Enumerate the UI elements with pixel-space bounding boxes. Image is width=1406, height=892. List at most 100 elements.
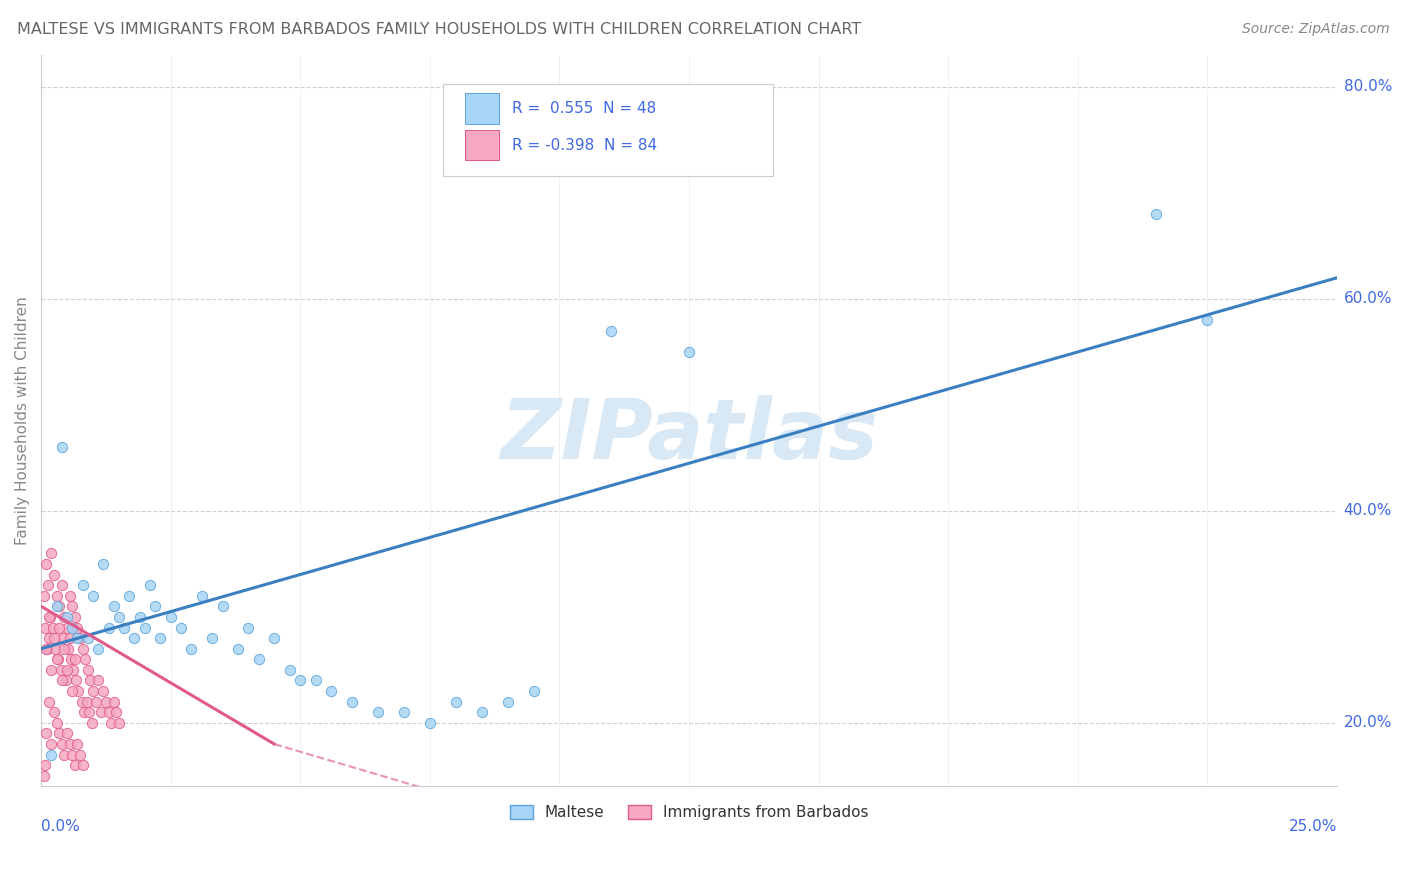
- Point: [87, 673, 110, 688]
- Point: [46, 652, 69, 666]
- Point: [51, 440, 73, 454]
- Point: [32, 589, 55, 603]
- Point: [108, 610, 131, 624]
- Point: [91, 684, 114, 698]
- Point: [79, 673, 101, 688]
- Point: [66, 620, 89, 634]
- Point: [134, 620, 156, 634]
- Point: [49, 663, 72, 677]
- Point: [48, 620, 70, 634]
- Point: [53, 610, 76, 624]
- Point: [59, 589, 82, 603]
- Text: 20.0%: 20.0%: [1344, 715, 1392, 731]
- Point: [65, 673, 87, 688]
- Point: [75, 652, 97, 666]
- Point: [69, 631, 91, 645]
- Point: [72, 641, 94, 656]
- Point: [678, 345, 700, 359]
- Point: [128, 610, 150, 624]
- Point: [60, 652, 83, 666]
- FancyBboxPatch shape: [465, 129, 499, 161]
- Point: [82, 589, 104, 603]
- Point: [37, 578, 59, 592]
- Point: [77, 706, 100, 720]
- Point: [87, 641, 110, 656]
- Text: ZIPatlas: ZIPatlas: [501, 395, 877, 476]
- Point: [201, 631, 224, 645]
- Point: [80, 715, 103, 730]
- Point: [124, 631, 146, 645]
- Point: [48, 599, 70, 614]
- Point: [600, 324, 623, 338]
- Point: [97, 620, 120, 634]
- Point: [191, 589, 214, 603]
- Point: [70, 695, 93, 709]
- Point: [41, 663, 63, 677]
- Text: 80.0%: 80.0%: [1344, 79, 1392, 95]
- Point: [170, 620, 193, 634]
- Point: [56, 726, 79, 740]
- Point: [35, 557, 58, 571]
- Point: [34, 758, 56, 772]
- Point: [247, 652, 270, 666]
- Point: [45, 599, 67, 614]
- Text: 0.0%: 0.0%: [41, 820, 80, 834]
- Point: [35, 641, 58, 656]
- Point: [66, 737, 89, 751]
- Point: [149, 631, 172, 645]
- Point: [263, 631, 285, 645]
- Point: [90, 706, 112, 720]
- Point: [42, 567, 65, 582]
- Point: [41, 737, 63, 751]
- Point: [76, 663, 98, 677]
- Point: [56, 620, 79, 634]
- Point: [39, 610, 62, 624]
- Point: [82, 684, 104, 698]
- Point: [522, 684, 544, 698]
- Point: [41, 546, 63, 560]
- Point: [103, 599, 125, 614]
- Point: [76, 695, 98, 709]
- FancyBboxPatch shape: [443, 85, 773, 176]
- Point: [76, 631, 98, 645]
- Point: [51, 737, 73, 751]
- Point: [118, 589, 141, 603]
- Point: [105, 706, 128, 720]
- Point: [56, 663, 79, 677]
- Point: [367, 706, 389, 720]
- Point: [60, 599, 83, 614]
- Point: [108, 715, 131, 730]
- Point: [48, 726, 70, 740]
- Point: [63, 758, 86, 772]
- Point: [103, 695, 125, 709]
- Point: [66, 631, 89, 645]
- Point: [419, 715, 441, 730]
- Point: [238, 620, 260, 634]
- Point: [41, 747, 63, 762]
- Legend: Maltese, Immigrants from Barbados: Maltese, Immigrants from Barbados: [503, 799, 875, 826]
- Text: 40.0%: 40.0%: [1344, 503, 1392, 518]
- Point: [290, 673, 312, 688]
- Point: [55, 673, 77, 688]
- Point: [59, 737, 82, 751]
- Y-axis label: Family Households with Children: Family Households with Children: [15, 296, 30, 545]
- Point: [63, 610, 86, 624]
- Point: [62, 663, 84, 677]
- Point: [60, 620, 83, 634]
- Point: [44, 641, 66, 656]
- Point: [51, 673, 73, 688]
- Point: [94, 695, 117, 709]
- Point: [63, 652, 86, 666]
- Text: 25.0%: 25.0%: [1289, 820, 1337, 834]
- Point: [60, 747, 83, 762]
- Point: [42, 706, 65, 720]
- Point: [35, 726, 58, 740]
- Point: [340, 695, 363, 709]
- FancyBboxPatch shape: [465, 93, 499, 124]
- Point: [56, 610, 79, 624]
- Point: [180, 641, 202, 656]
- Point: [52, 631, 75, 645]
- Point: [159, 610, 181, 624]
- Point: [211, 599, 233, 614]
- Point: [305, 673, 328, 688]
